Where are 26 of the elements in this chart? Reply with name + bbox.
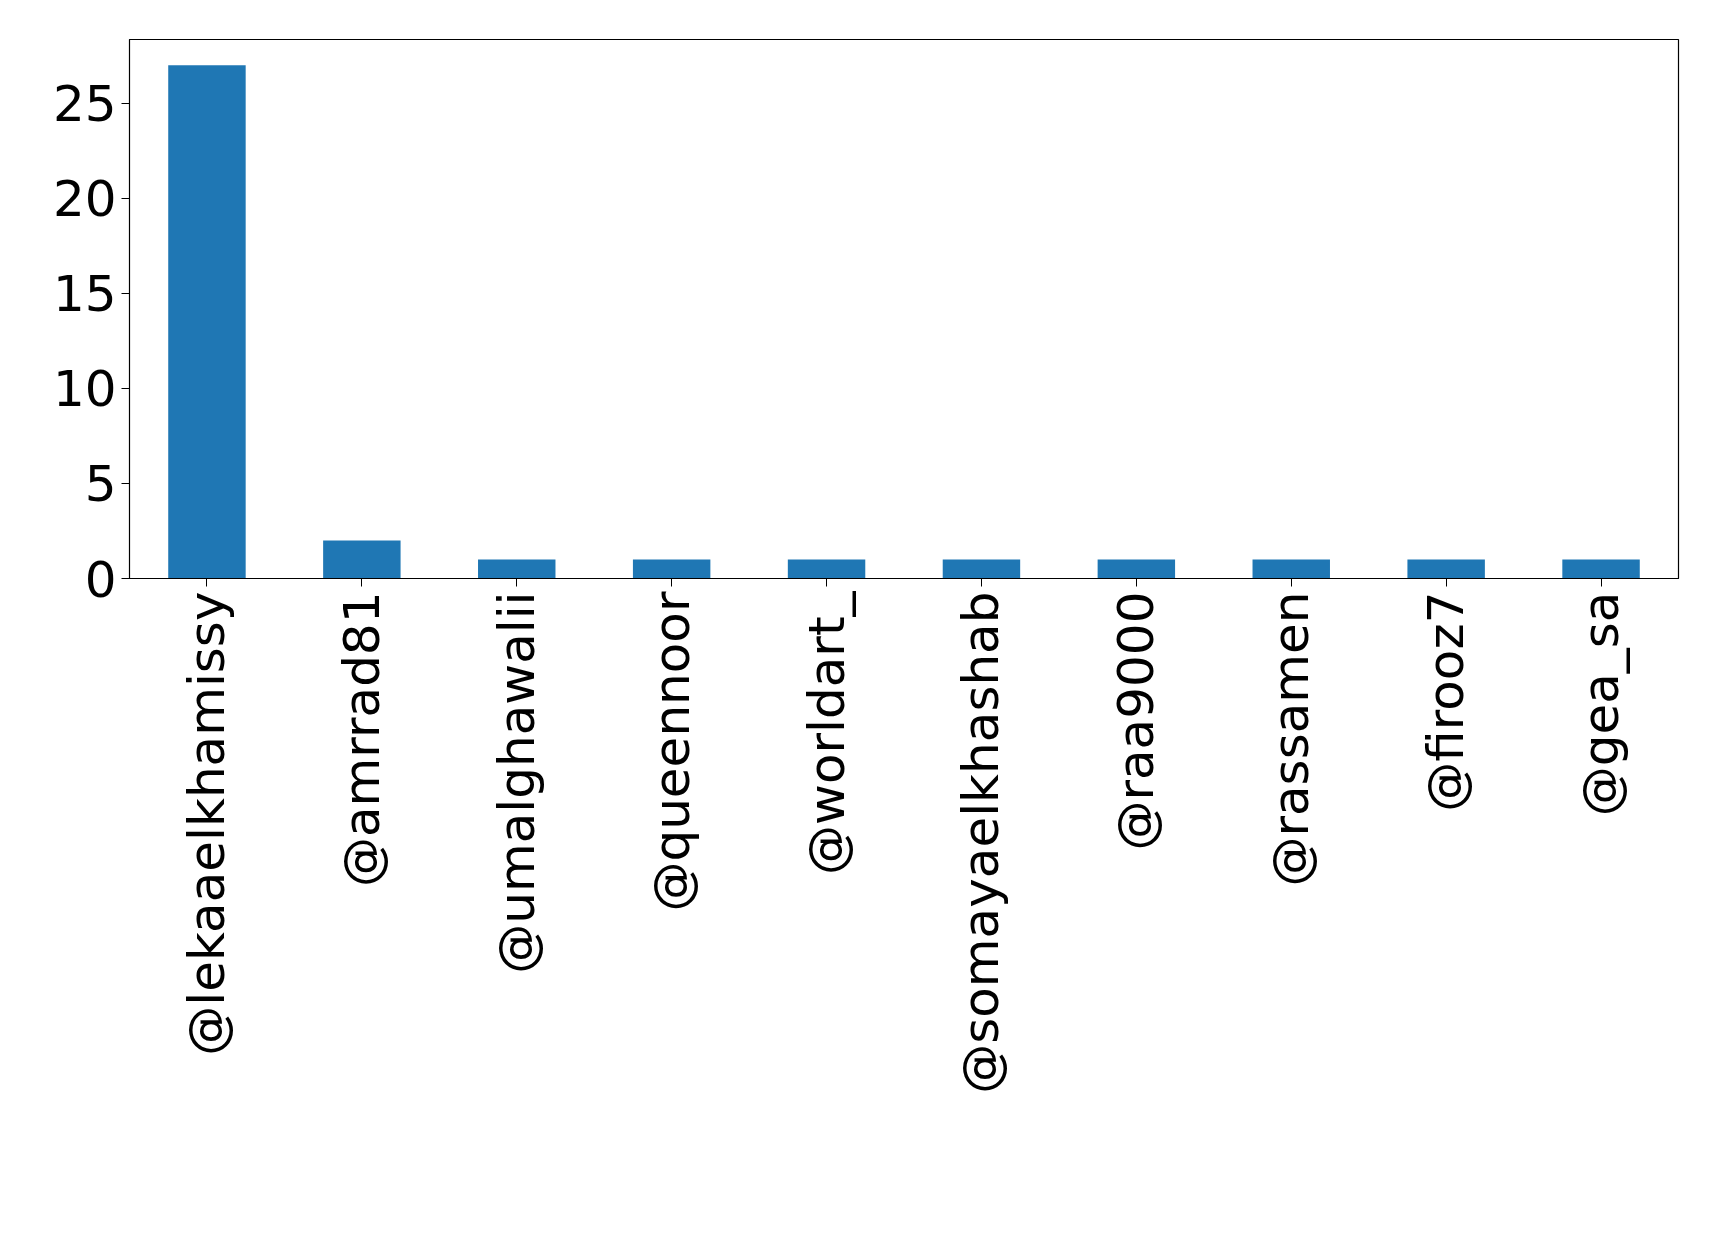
- x-tick-label: @umalghawalii: [487, 591, 546, 974]
- bar: [1097, 559, 1176, 579]
- y-tick-label: 20: [52, 170, 117, 229]
- x-tick-label: @raa9000: [1107, 591, 1166, 851]
- bar: [1407, 559, 1485, 579]
- y-tick-label: 25: [52, 75, 117, 134]
- bar: [478, 559, 556, 579]
- x-tick-label: @worldart_: [797, 590, 856, 875]
- bar: [632, 559, 711, 579]
- x-tick-label: @rassamen: [1262, 591, 1321, 887]
- x-tick-label: @amrrad81: [332, 591, 391, 888]
- bar: [1252, 559, 1330, 579]
- y-tick-label: 15: [52, 265, 117, 324]
- bar: [168, 65, 246, 579]
- y-tick-label: 10: [52, 360, 117, 419]
- x-tick-label: @lekaaelkhamissy: [177, 591, 236, 1056]
- bar: [1562, 559, 1640, 579]
- bar: [787, 559, 866, 579]
- x-tick-label: @firooz7: [1417, 591, 1476, 812]
- y-tick-label: 5: [84, 455, 117, 514]
- y-tick-label: 0: [84, 550, 117, 609]
- x-tick-label: @queennoor: [642, 591, 701, 912]
- bar: [323, 540, 401, 579]
- bar: [942, 559, 1021, 579]
- x-tick-label: @somayaelkhashab: [952, 591, 1011, 1094]
- x-tick-label: @gea_sa: [1572, 591, 1631, 817]
